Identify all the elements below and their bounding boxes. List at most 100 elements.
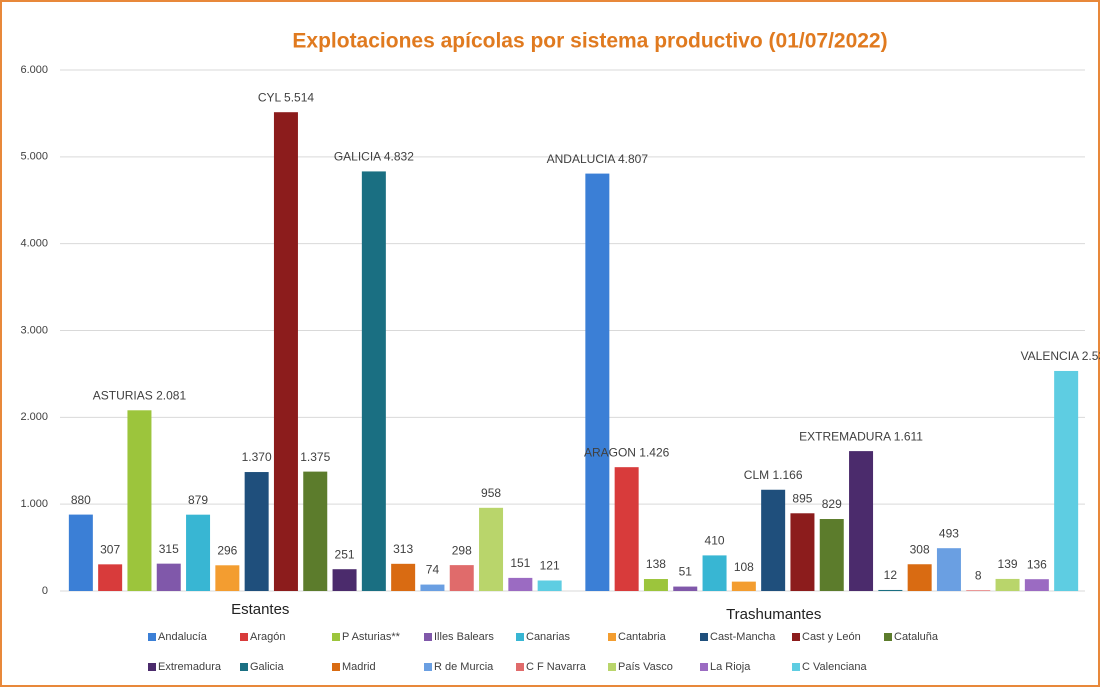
legend-label: Cataluña xyxy=(894,631,939,643)
bar xyxy=(878,589,903,591)
data-label: 880 xyxy=(71,493,91,507)
legend-label: Andalucía xyxy=(158,631,208,643)
bar xyxy=(907,564,932,591)
data-label: ANDALUCIA 4.807 xyxy=(547,152,649,166)
legend-swatch xyxy=(700,663,708,671)
bar xyxy=(508,577,533,591)
data-label: 493 xyxy=(939,526,959,540)
bar xyxy=(1054,370,1079,591)
data-label: 1.375 xyxy=(300,450,330,464)
legend-swatch xyxy=(148,633,156,641)
y-tick-label: 5.000 xyxy=(20,151,48,163)
legend-swatch xyxy=(792,663,800,671)
bar xyxy=(391,563,416,591)
bar xyxy=(273,112,298,592)
data-label: VALENCIA 2.534 xyxy=(1021,349,1100,363)
legend-swatch xyxy=(240,633,248,641)
data-label: CYL 5.514 xyxy=(258,90,315,104)
y-tick-label: 1.000 xyxy=(20,498,48,510)
x-tick-label: Trashumantes xyxy=(726,606,821,623)
data-label: 315 xyxy=(159,542,179,556)
legend-swatch xyxy=(884,633,892,641)
bar xyxy=(361,171,386,591)
data-label: 139 xyxy=(998,557,1018,571)
legend-label: Cast-Mancha xyxy=(710,631,776,643)
bar xyxy=(537,580,562,591)
y-tick-label: 6.000 xyxy=(20,64,48,76)
bar xyxy=(156,563,181,591)
data-label: 108 xyxy=(734,560,754,574)
data-label: 313 xyxy=(393,542,413,556)
legend-label: Canarias xyxy=(526,631,571,643)
data-label: 121 xyxy=(540,559,560,573)
legend-swatch xyxy=(516,663,524,671)
data-label: 308 xyxy=(910,542,930,556)
legend-label: P Asturias** xyxy=(342,631,401,643)
legend-swatch xyxy=(792,633,800,641)
data-label: 74 xyxy=(426,563,440,577)
bar xyxy=(449,565,474,591)
data-label: 251 xyxy=(335,547,355,561)
data-label: 151 xyxy=(510,556,530,570)
legend-label: C Valenciana xyxy=(802,661,867,673)
bar xyxy=(966,590,991,591)
bar xyxy=(1024,579,1049,591)
legend-swatch xyxy=(608,663,616,671)
data-label: 307 xyxy=(100,543,120,557)
bar xyxy=(702,555,727,591)
data-label: 1.370 xyxy=(242,450,272,464)
bar xyxy=(849,451,874,591)
chart-title: Explotaciones apícolas por sistema produ… xyxy=(292,30,887,53)
data-label: 879 xyxy=(188,493,208,507)
legend-swatch xyxy=(148,663,156,671)
data-label: 410 xyxy=(705,534,725,548)
bar xyxy=(98,564,123,591)
legend-label: La Rioja xyxy=(710,661,751,673)
bar xyxy=(995,578,1020,591)
legend-label: País Vasco xyxy=(618,661,673,673)
legend-label: C F Navarra xyxy=(526,661,587,673)
data-label: 829 xyxy=(822,497,842,511)
data-label: 895 xyxy=(792,491,812,505)
legend-swatch xyxy=(332,633,340,641)
bar xyxy=(614,467,639,591)
bar xyxy=(936,548,961,591)
legend-swatch xyxy=(700,633,708,641)
y-tick-label: 2.000 xyxy=(20,411,48,423)
legend-label: R de Murcia xyxy=(434,661,494,673)
legend-label: Cast y León xyxy=(802,631,861,643)
data-label: 296 xyxy=(217,543,237,557)
data-label: ARAGON 1.426 xyxy=(584,445,670,459)
bar xyxy=(731,581,756,591)
bar xyxy=(186,514,211,591)
x-tick-label: Estantes xyxy=(231,601,289,618)
bar xyxy=(215,565,240,591)
legend-swatch xyxy=(240,663,248,671)
y-tick-label: 0 xyxy=(42,585,48,597)
data-label: CLM 1.166 xyxy=(744,468,803,482)
y-tick-label: 3.000 xyxy=(20,324,48,336)
data-label: 298 xyxy=(452,543,472,557)
data-label: 136 xyxy=(1027,557,1047,571)
legend-label: Illes Balears xyxy=(434,631,494,643)
y-tick-label: 4.000 xyxy=(20,238,48,250)
bar xyxy=(68,514,93,591)
bar xyxy=(127,410,152,591)
legend-label: Galicia xyxy=(250,661,285,673)
bar xyxy=(643,579,668,591)
bar xyxy=(332,569,357,591)
bar xyxy=(303,471,328,591)
bar xyxy=(244,472,269,591)
data-label: EXTREMADURA 1.611 xyxy=(799,429,923,443)
data-label: ASTURIAS 2.081 xyxy=(93,388,187,402)
legend-swatch xyxy=(516,633,524,641)
bar xyxy=(420,584,445,591)
bar xyxy=(819,519,844,591)
legend-label: Aragón xyxy=(250,631,285,643)
bar xyxy=(585,173,610,591)
data-label: GALICIA 4.832 xyxy=(334,150,414,164)
legend-swatch xyxy=(608,633,616,641)
data-label: 51 xyxy=(679,565,693,579)
legend-label: Cantabria xyxy=(618,631,667,643)
